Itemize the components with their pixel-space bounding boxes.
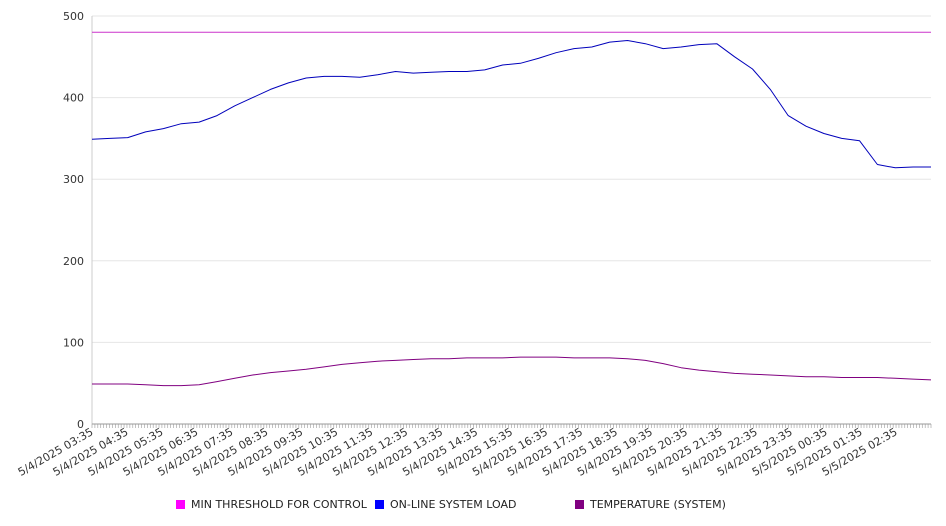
legend-label-system-load: ON-LINE SYSTEM LOAD (390, 498, 517, 511)
legend-swatch-system-load (375, 500, 384, 509)
legend-label-min-threshold: MIN THRESHOLD FOR CONTROL (191, 498, 367, 511)
legend-swatch-temperature (575, 500, 584, 509)
legend: MIN THRESHOLD FOR CONTROL ON-LINE SYSTEM… (0, 498, 946, 514)
y-tick-labels: 0 100 200 300 400 500 (63, 10, 84, 431)
legend-label-temperature: TEMPERATURE (SYSTEM) (590, 498, 726, 511)
legend-item-system-load: ON-LINE SYSTEM LOAD (375, 498, 516, 511)
axes (91, 16, 932, 428)
system-load-line (91, 40, 931, 169)
y-tick-label: 500 (63, 10, 84, 23)
temperature-line (92, 356, 932, 387)
y-tick-label: 400 (63, 92, 84, 105)
y-tick-label: 300 (63, 173, 84, 186)
y-tick-label: 200 (63, 255, 84, 268)
x-tick-labels: 5/4/2025 03:355/4/2025 04:355/4/2025 05:… (16, 425, 900, 479)
legend-swatch-min-threshold (176, 500, 185, 509)
legend-item-min-threshold: MIN THRESHOLD FOR CONTROL (176, 498, 367, 511)
legend-item-temperature: TEMPERATURE (SYSTEM) (575, 498, 726, 511)
y-tick-label: 100 (63, 336, 84, 349)
y-tick-label: 0 (77, 418, 84, 431)
gridlines (92, 15, 931, 343)
series-lines (91, 31, 932, 387)
